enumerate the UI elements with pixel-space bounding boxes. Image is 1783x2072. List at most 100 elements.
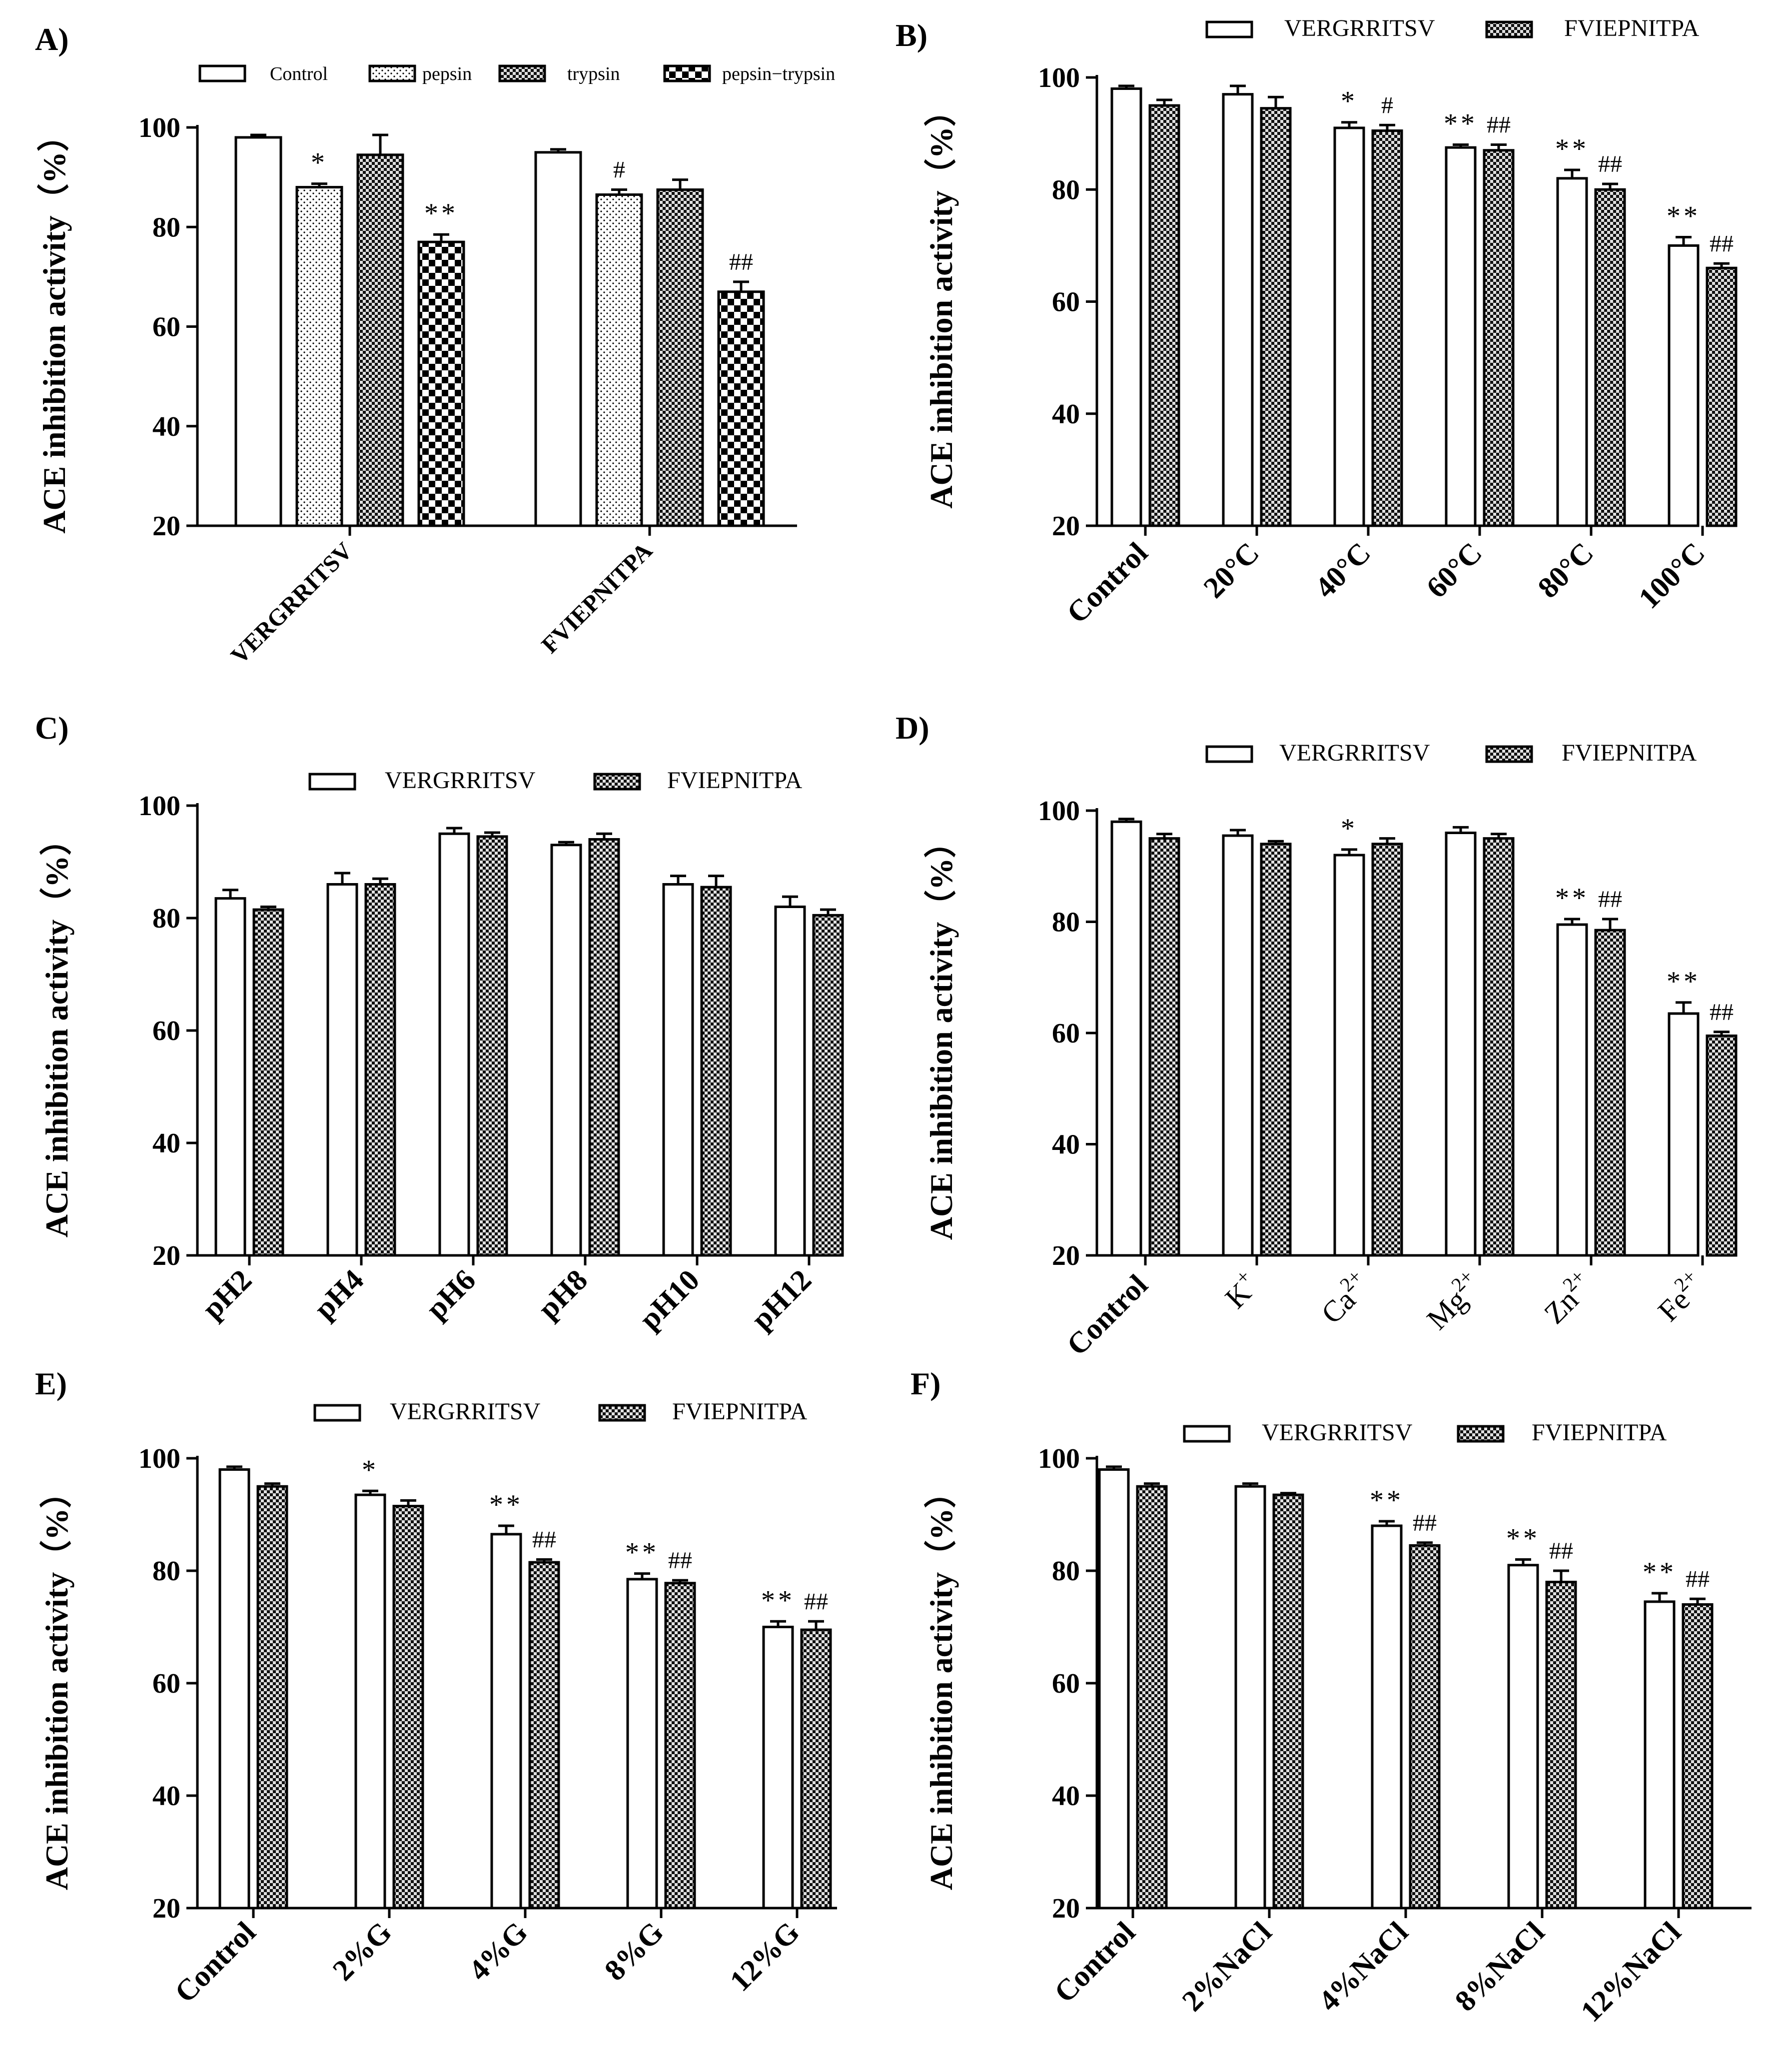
legend-label: FVIEPNITPA xyxy=(1564,15,1700,41)
y-tick-label: 40 xyxy=(152,411,180,442)
y-tick-label: 80 xyxy=(152,1556,180,1587)
bar xyxy=(1668,244,1700,527)
x-tick-label: 12%NaCl xyxy=(1574,1916,1687,2029)
bar xyxy=(534,151,582,527)
legend-swatch xyxy=(1485,20,1533,38)
panel-label: A) xyxy=(35,21,69,57)
significance-mark: ## xyxy=(532,1527,556,1553)
legend-label: pepsin xyxy=(422,63,472,84)
legend-label: VERGRRITSV xyxy=(385,767,536,794)
panel-label: F) xyxy=(910,1366,940,1401)
chart-panel-a: A) ACE inhibition activity（%） 20 40 60 80 100 C… xyxy=(35,21,835,669)
bar xyxy=(588,838,620,1257)
y-axis-title: ACE inhibition activity（%） xyxy=(923,826,959,1240)
y-tick-label: 60 xyxy=(1052,287,1080,318)
y-tick-label: 100 xyxy=(1038,1443,1080,1474)
significance-mark: # xyxy=(613,157,625,183)
bar xyxy=(717,290,765,527)
bar xyxy=(1556,177,1588,527)
y-tick-label: 20 xyxy=(1052,511,1080,542)
bar xyxy=(1272,1493,1304,1910)
legend-label: FVIEPNITPA xyxy=(1562,740,1697,766)
bar xyxy=(1136,1485,1168,1910)
bar xyxy=(354,1493,386,1910)
y-tick-label: 20 xyxy=(1052,1240,1080,1271)
bar xyxy=(1371,1524,1403,1910)
x-tick-label: 2%G xyxy=(326,1916,398,1987)
significance-mark: ** xyxy=(1370,1485,1404,1516)
chart-panel-d: D) ACE inhibition activity（%） 20 40 60 80 100 V… xyxy=(895,710,1738,1362)
bar xyxy=(1483,149,1515,527)
significance-mark: ** xyxy=(1444,108,1478,139)
bar xyxy=(1409,1544,1441,1910)
y-tick-label: 40 xyxy=(1052,1781,1080,1812)
significance-mark: * xyxy=(1341,813,1358,844)
y-tick-label: 40 xyxy=(1052,1129,1080,1160)
bar xyxy=(218,1468,250,1910)
x-tick-label: Control xyxy=(1060,536,1154,630)
significance-mark: ** xyxy=(1555,883,1589,914)
bar xyxy=(1594,188,1626,527)
bar xyxy=(438,832,470,1257)
y-tick-label: 80 xyxy=(152,903,180,934)
x-tick-label: pH2 xyxy=(196,1263,258,1325)
bar xyxy=(1222,93,1254,527)
bar xyxy=(234,136,282,527)
x-tick-label: 40°C xyxy=(1308,536,1377,605)
x-tick-label: pH12 xyxy=(745,1263,818,1336)
legend-label: VERGRRITSV xyxy=(1284,15,1435,41)
chart-panel-f: F) ACE inhibition activity（%） 20 40 60 80 100 V… xyxy=(910,1366,1752,2028)
panel-label: D) xyxy=(895,710,929,746)
significance-mark: ** xyxy=(424,198,458,229)
y-tick-label: 60 xyxy=(1052,1668,1080,1699)
bar xyxy=(356,153,404,527)
x-tick-label: pH6 xyxy=(420,1263,482,1325)
bar xyxy=(1222,834,1254,1257)
bar xyxy=(1098,1468,1130,1910)
panel-label: C) xyxy=(35,710,69,746)
x-tick-label: pH4 xyxy=(308,1263,370,1325)
significance-mark: ## xyxy=(1598,151,1622,177)
x-tick-label: 20°C xyxy=(1197,536,1265,605)
y-tick-label: 100 xyxy=(1038,62,1080,93)
y-tick-label: 60 xyxy=(1052,1018,1080,1049)
bar xyxy=(1594,929,1626,1257)
x-tick-label: 8%G xyxy=(598,1916,670,1987)
legend-label: FVIEPNITPA xyxy=(672,1398,808,1425)
bar xyxy=(476,835,508,1257)
y-tick-label: 20 xyxy=(1052,1893,1080,1924)
bar xyxy=(812,914,844,1257)
bar xyxy=(550,844,582,1257)
bar xyxy=(656,188,704,527)
bar xyxy=(1260,843,1292,1257)
legend-swatch xyxy=(368,64,416,82)
legend-swatch xyxy=(498,64,546,82)
x-tick-label: Control xyxy=(1060,1268,1154,1362)
bar xyxy=(1110,87,1142,527)
significance-mark: ## xyxy=(1710,999,1734,1026)
bar xyxy=(364,883,396,1257)
significance-mark: ## xyxy=(1413,1510,1437,1536)
y-tick-label: 40 xyxy=(1052,399,1080,430)
chart-panel-b: B) ACE inhibition activity（%） 20 40 60 80 100 V… xyxy=(895,15,1738,630)
y-axis-title: ACE inhibition activity（%） xyxy=(39,1476,74,1891)
bar xyxy=(1445,832,1477,1257)
bar xyxy=(700,886,732,1257)
legend-swatch xyxy=(308,773,356,791)
bar xyxy=(1371,843,1403,1257)
significance-mark: ## xyxy=(1549,1538,1573,1564)
legend-swatch xyxy=(313,1404,361,1422)
bar xyxy=(392,1505,424,1910)
significance-mark: ** xyxy=(1555,133,1589,164)
legend-label: Control xyxy=(270,63,328,84)
y-tick-label: 80 xyxy=(1052,1556,1080,1587)
significance-mark: * xyxy=(362,1454,379,1485)
x-tick-label: 60°C xyxy=(1420,536,1488,605)
significance-mark: ** xyxy=(489,1489,523,1520)
legend-swatch xyxy=(1457,1425,1505,1443)
bar xyxy=(626,1578,658,1910)
bar xyxy=(214,897,246,1257)
x-tick-label: Ca2+ xyxy=(1312,1265,1377,1330)
significance-mark: ** xyxy=(1506,1523,1540,1554)
